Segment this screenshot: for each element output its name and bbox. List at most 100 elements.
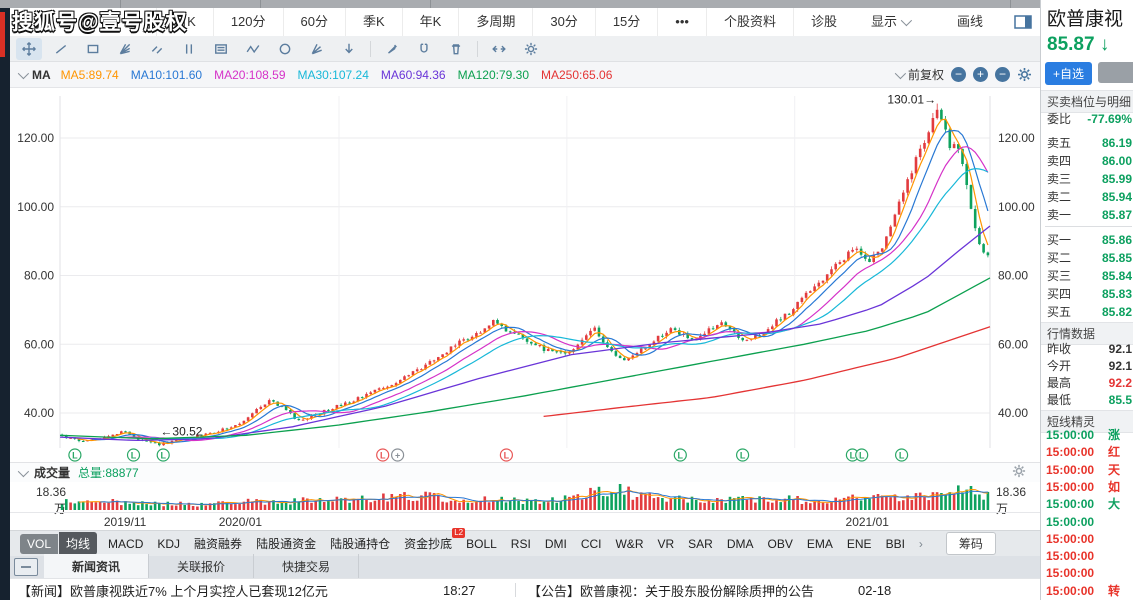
indicator-tab-均线[interactable]: 均线 (59, 532, 98, 555)
ask-row[interactable]: 卖五 86.19 (1047, 136, 1132, 150)
indicator-tab-obv[interactable]: OBV (767, 536, 793, 551)
toolbar-button[interactable]: 个股资料 (705, 8, 793, 36)
svg-text:L: L (131, 451, 137, 461)
split-tool-icon[interactable] (486, 38, 512, 60)
fib-fan-tool-icon[interactable] (304, 38, 330, 60)
indicator-tab-资金抄底[interactable]: 资金抄底 L2 (404, 528, 466, 551)
indicator-tab-sar[interactable]: SAR (688, 536, 713, 551)
bid-row[interactable]: 买一 85.86 (1047, 233, 1132, 247)
collapse-button[interactable]: − (995, 67, 1010, 82)
collapse-icon[interactable] (17, 67, 30, 79)
zoom-in-button[interactable]: + (973, 67, 988, 82)
crosshair-tool-icon[interactable] (16, 37, 42, 60)
alert-row[interactable]: 15:00:00 (1046, 514, 1095, 529)
indicator-tab-rsi[interactable]: RSI (510, 536, 531, 551)
ask-row[interactable]: 卖一 85.87 (1047, 208, 1132, 222)
toolbar-button[interactable]: 多周期 (458, 8, 532, 36)
more-indicators-chevron[interactable]: › (918, 536, 923, 551)
indicator-tab-cci[interactable]: CCI (580, 536, 602, 551)
alert-row[interactable]: 15:00:00 (1046, 531, 1095, 546)
alert-row[interactable]: 15:00:00 (1046, 566, 1095, 581)
display-menu[interactable]: 显示 (854, 8, 926, 36)
segment-tool-icon[interactable] (144, 38, 170, 60)
ask-row[interactable]: 卖四 86.00 (1047, 154, 1132, 168)
bottom-tab-2[interactable]: 快捷交易 (254, 554, 359, 578)
bottom-tab-0[interactable]: 新闻资讯 (44, 554, 149, 578)
circle-tool-icon[interactable] (272, 38, 298, 60)
panel-toggle-icon[interactable] (1014, 15, 1032, 29)
indicator-tab-ene[interactable]: ENE (846, 536, 872, 551)
chevron-down-icon (894, 67, 907, 80)
indicator-tab-vr[interactable]: VR (657, 536, 675, 551)
draw-button[interactable]: 画线 (956, 14, 983, 29)
trade-button[interactable] (1098, 62, 1133, 83)
toolbar-button[interactable]: 120分 (212, 8, 283, 36)
alert-row[interactable]: 15:00:00 天 (1046, 462, 1121, 477)
ask-row[interactable]: 卖三 85.99 (1047, 172, 1132, 186)
zoom-out-button[interactable]: − (951, 67, 966, 82)
bottom-tabs: 新闻资讯 关联报价 快捷交易 (44, 554, 359, 578)
indicator-tab-kdj[interactable]: KDJ (157, 536, 181, 551)
toolbar-button[interactable]: 15分 (594, 8, 657, 36)
magnet-tool-icon[interactable] (411, 38, 437, 60)
bid-row[interactable]: 买二 85.85 (1047, 251, 1132, 265)
indicator-tab-dmi[interactable]: DMI (544, 536, 567, 551)
toolbar-button[interactable]: 年K (401, 8, 459, 36)
bid-row[interactable]: 买四 85.83 (1047, 287, 1132, 301)
toolbar-button[interactable]: 30分 (532, 8, 594, 36)
gear-icon[interactable] (1012, 464, 1026, 478)
gear-icon[interactable] (1017, 67, 1032, 82)
alert-row[interactable]: 15:00:00 大 (1046, 497, 1121, 512)
volume-chart[interactable] (10, 482, 1040, 512)
indicator-tab-w&r[interactable]: W&R (615, 536, 644, 551)
indicator-tab-陆股通资金[interactable]: 陆股通资金 (256, 537, 317, 551)
indicator-tab-boll[interactable]: BOLL (466, 536, 497, 551)
add-watchlist-button[interactable]: +自选 (1045, 62, 1093, 85)
settings-tool-icon[interactable] (518, 38, 544, 60)
svg-text:←30.52: ←30.52 (160, 425, 202, 439)
toolbar-button[interactable]: 月K (156, 8, 213, 36)
indicator-tab-vol[interactable]: VOL (20, 533, 59, 554)
toolbar-button[interactable]: 诊股 (792, 8, 854, 36)
ask-row[interactable]: 卖二 85.94 (1047, 190, 1132, 204)
toolbar-button[interactable]: ••• (657, 8, 706, 36)
l2-badge: L2 (452, 528, 466, 538)
rectangle-tool-icon[interactable] (80, 38, 106, 60)
svg-text:60.00: 60.00 (998, 337, 1028, 351)
arrow-down-tool-icon[interactable] (336, 38, 362, 60)
toolbar-button[interactable]: 60分 (282, 8, 345, 36)
main-candlestick-chart[interactable]: 120.00 120.00 100.00 100.00 80.00 80.00 60.00 6… (10, 88, 1040, 462)
pencil-tool-icon[interactable] (379, 38, 405, 60)
indicator-tab-macd[interactable]: MACD (108, 536, 144, 551)
news-item[interactable]: 【公告】欧普康视：关于股东股份解除质押的公告 (528, 583, 815, 599)
alert-row[interactable]: 15:00:00 如 (1046, 479, 1121, 494)
indicator-tab-ema[interactable]: EMA (806, 536, 833, 551)
bid-row[interactable]: 买五 85.82 (1047, 305, 1132, 319)
alert-row[interactable]: 15:00:00 转 (1046, 583, 1121, 598)
channel-tool-icon[interactable] (208, 38, 234, 60)
alert-row[interactable]: 15:00:00 (1046, 549, 1095, 564)
gann-fan-tool-icon[interactable] (112, 38, 138, 60)
trend-line-tool-icon[interactable] (48, 38, 74, 60)
news-window-icon[interactable] (14, 558, 38, 576)
alert-row[interactable]: 15:00:00 红 (1046, 445, 1121, 460)
toolbar-button[interactable]: 季K (344, 8, 402, 36)
bottom-tab-1[interactable]: 关联报价 (149, 554, 254, 578)
indicator-tab-bbi[interactable]: BBI (885, 536, 905, 551)
alert-row[interactable]: 15:00:00 涨 (1046, 428, 1121, 442)
chips-button[interactable]: 筹码 (945, 532, 996, 555)
news-item[interactable]: 【新闻】欧普康视跌近7% 上个月实控人已套现12亿元 (18, 583, 328, 599)
svg-text:L: L (850, 451, 856, 461)
watermark: 搜狐号@壹号股权 (12, 11, 188, 34)
vertical-line-tool-icon[interactable] (176, 38, 202, 60)
wave-tool-icon[interactable] (240, 38, 266, 60)
indicator-tab-陆股通持仓[interactable]: 陆股通持仓 (330, 537, 391, 551)
indicator-tab-dma[interactable]: DMA (726, 536, 754, 551)
bid-row[interactable]: 买三 85.84 (1047, 269, 1132, 283)
svg-text:L: L (899, 451, 905, 461)
chart-app: 月K 120分 60分 季K 年K 多周期 30分 15分 ••• 个股资料 诊股 显示 画线 MA… (10, 8, 1040, 600)
adjust-mode[interactable]: 前复权 (891, 66, 944, 83)
collapse-icon[interactable] (17, 465, 30, 477)
trash-tool-icon[interactable] (443, 38, 469, 60)
indicator-tab-融资融券[interactable]: 融资融券 (194, 537, 243, 551)
